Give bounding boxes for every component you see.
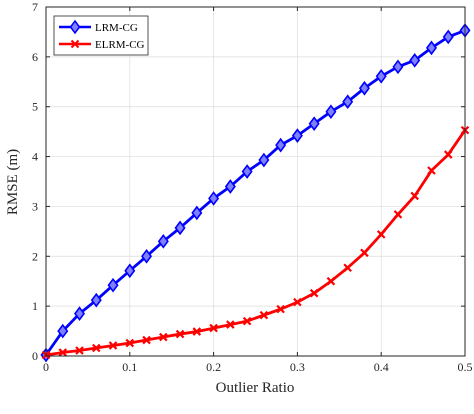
data-point-lrm-cg (375, 68, 387, 84)
y-tick-label: 4 (32, 150, 38, 164)
data-point-elrm-cg (242, 316, 252, 326)
data-point-lrm-cg (342, 94, 354, 110)
data-point-elrm-cg (309, 288, 319, 298)
legend-box (53, 15, 149, 56)
data-point-lrm-cg (157, 233, 169, 249)
y-tick-label: 2 (32, 249, 38, 263)
data-point-elrm-cg (58, 348, 68, 357)
data-point-elrm-cg (443, 150, 453, 159)
y-axis-label: RMSE (m) (5, 149, 21, 215)
data-point-elrm-cg (75, 346, 84, 355)
data-point-elrm-cg (360, 248, 369, 258)
data-point-lrm-cg (409, 53, 421, 68)
legend-marker-x-icon (70, 39, 80, 49)
y-tick-label: 1 (32, 299, 38, 313)
plot-frame (45, 6, 466, 357)
data-point-lrm-cg (141, 248, 153, 264)
x-tick-label: 0.4 (374, 360, 389, 374)
data-point-lrm-cg (358, 80, 370, 96)
x-axis-label: Outlier Ratio (216, 380, 295, 396)
legend-marker-diamond-icon (69, 19, 81, 35)
legend-label-elrm-cg: ELRM-CG (95, 39, 145, 51)
data-point-elrm-cg (343, 263, 352, 273)
data-point-elrm-cg (159, 332, 168, 342)
x-tick-label: 0 (43, 360, 49, 374)
y-tick-label: 5 (32, 100, 38, 114)
data-point-lrm-cg (224, 179, 236, 194)
x-tick-label: 0.3 (290, 360, 305, 374)
data-point-lrm-cg (241, 164, 253, 179)
data-point-lrm-cg (124, 263, 136, 279)
data-point-elrm-cg (92, 343, 101, 353)
data-point-lrm-cg (174, 220, 186, 236)
data-point-elrm-cg (410, 191, 419, 201)
data-point-lrm-cg (191, 205, 203, 221)
data-point-elrm-cg (326, 276, 336, 286)
data-point-elrm-cg (125, 338, 135, 348)
series-line-elrm-cg (45, 129, 467, 357)
data-point-elrm-cg (108, 341, 118, 350)
data-point-lrm-cg (308, 116, 320, 131)
data-point-elrm-cg (427, 166, 436, 175)
data-point-elrm-cg (209, 323, 218, 333)
data-point-lrm-cg (107, 277, 119, 293)
data-point-elrm-cg (226, 320, 235, 329)
data-point-lrm-cg (392, 59, 404, 75)
legend: LRM-CG ELRM-CG (53, 15, 149, 56)
x-tick-label: 0.2 (206, 360, 221, 374)
data-point-elrm-cg (293, 297, 302, 307)
data-point-elrm-cg (376, 230, 386, 239)
x-tick-label: 0.5 (458, 360, 473, 374)
data-point-elrm-cg (192, 327, 202, 336)
data-point-elrm-cg (142, 335, 151, 345)
y-tick-label: 0 (32, 349, 38, 363)
data-point-lrm-cg (291, 128, 303, 143)
data-point-lrm-cg (325, 104, 337, 120)
data-point-elrm-cg (393, 210, 403, 219)
data-point-lrm-cg (275, 137, 287, 153)
y-tick-label: 7 (32, 0, 38, 14)
series-layer (40, 23, 471, 363)
legend-label-lrm-cg: LRM-CG (95, 22, 138, 34)
axis-ticks: 0 0.1 0.2 0.3 0.4 0.5 0 1 2 3 4 5 6 7 (32, 0, 473, 374)
data-point-elrm-cg (175, 329, 185, 339)
data-point-lrm-cg (57, 323, 69, 339)
y-tick-label: 3 (32, 199, 38, 213)
data-point-lrm-cg (442, 29, 454, 45)
data-point-elrm-cg (259, 310, 269, 320)
data-point-elrm-cg (276, 304, 285, 314)
y-tick-label: 6 (32, 50, 38, 64)
data-point-lrm-cg (74, 306, 86, 321)
data-point-lrm-cg (90, 292, 102, 308)
grid-lines (45, 6, 466, 357)
data-point-lrm-cg (425, 40, 437, 56)
x-tick-label: 0.1 (122, 360, 137, 374)
data-point-lrm-cg (258, 152, 270, 168)
data-point-lrm-cg (208, 191, 220, 206)
